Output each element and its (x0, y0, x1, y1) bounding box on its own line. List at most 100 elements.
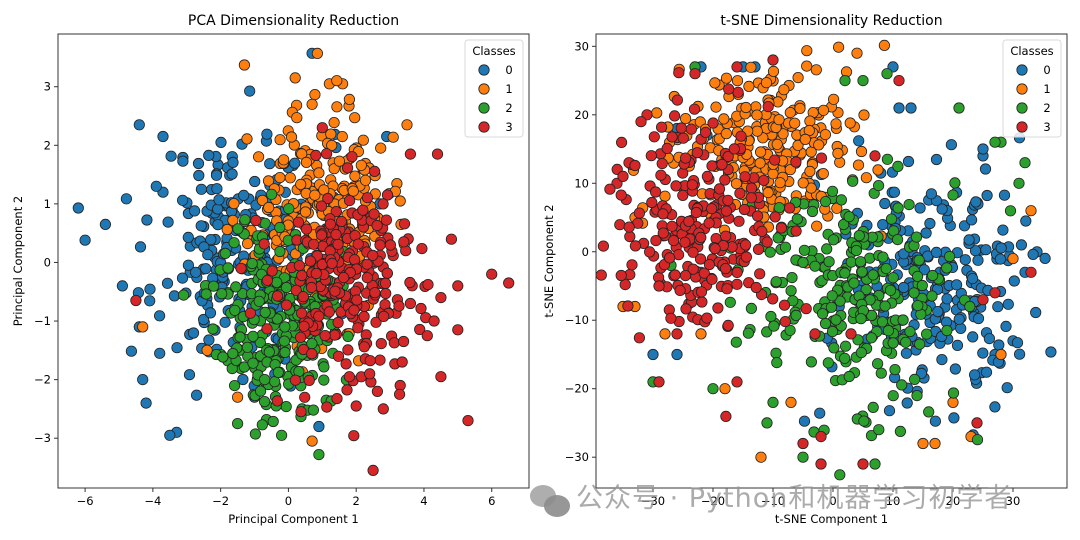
scatter-point-class-2 (953, 102, 965, 114)
legend-label-class-3: 3 (505, 120, 512, 134)
scatter-point-class-1 (872, 164, 884, 176)
scatter-point-class-3 (597, 240, 610, 252)
scatter-point-class-2 (891, 234, 904, 246)
scatter-point-class-3 (343, 195, 356, 207)
scatter-point-class-2 (887, 390, 899, 402)
scatter-point-class-2 (881, 153, 894, 165)
scatter-point-class-3 (315, 200, 328, 212)
scatter-point-class-3 (348, 254, 361, 266)
scatter-point-class-1 (263, 201, 275, 214)
scatter-point-class-3 (367, 464, 379, 476)
scatter-point-class-3 (130, 294, 142, 307)
scatter-point-class-3 (754, 268, 766, 280)
scatter-point-class-0 (877, 219, 889, 231)
scatter-point-class-3 (719, 262, 732, 275)
scatter-point-class-3 (329, 285, 341, 297)
x-tick-label: −20 (701, 494, 725, 508)
scatter-point-class-3 (733, 215, 745, 227)
scatter-point-class-3 (320, 148, 333, 160)
scatter-point-class-3 (670, 180, 682, 192)
scatter-point-class-1 (343, 93, 355, 106)
scatter-point-class-3 (1025, 266, 1037, 278)
scatter-point-class-0 (183, 369, 196, 381)
scatter-point-class-2 (892, 202, 904, 214)
legend-marker-class-3 (1016, 121, 1028, 133)
scatter-point-class-2 (876, 316, 889, 328)
scatter-point-class-1 (813, 139, 825, 151)
scatter-point-class-0 (997, 224, 1009, 236)
scatter-point-class-0 (981, 189, 993, 202)
scatter-point-class-3 (977, 294, 989, 306)
x-tick-label: 30 (1006, 494, 1021, 508)
scatter-point-class-2 (828, 342, 840, 354)
scatter-point-class-1 (745, 61, 757, 73)
scatter-point-class-3 (732, 86, 744, 98)
scatter-point-class-2 (856, 266, 868, 278)
scatter-point-class-3 (445, 233, 457, 245)
scatter-point-class-2 (797, 256, 809, 268)
scatter-point-class-1 (333, 155, 345, 167)
scatter-point-class-3 (330, 228, 342, 241)
scatter-point-class-0 (925, 188, 938, 200)
scatter-point-class-3 (396, 356, 408, 368)
scatter-point-class-3 (790, 225, 802, 237)
scatter-point-class-3 (486, 268, 498, 280)
scatter-point-class-3 (686, 179, 698, 191)
legend-marker-class-2 (478, 102, 490, 114)
scatter-point-class-2 (816, 308, 829, 320)
scatter-point-class-2 (258, 395, 271, 408)
scatter-point-class-3 (649, 186, 662, 198)
scatter-point-class-2 (764, 246, 776, 258)
scatter-point-class-3 (751, 210, 764, 222)
scatter-point-class-2 (947, 189, 959, 201)
scatter-point-class-3 (258, 238, 270, 250)
scatter-point-class-3 (368, 165, 381, 177)
legend-label-class-2: 2 (1043, 101, 1050, 115)
scatter-point-class-3 (615, 136, 628, 148)
y-tick-label: −2 (34, 373, 51, 387)
scatter-point-class-0 (963, 234, 975, 246)
scatter-point-class-3 (615, 189, 627, 201)
scatter-point-class-3 (698, 267, 710, 279)
scatter-point-class-3 (720, 410, 732, 422)
scatter-point-class-2 (853, 230, 865, 242)
scatter-point-class-3 (377, 198, 389, 210)
scatter-point-class-3 (304, 255, 316, 267)
scatter-point-class-3 (393, 388, 406, 400)
scatter-point-class-1 (827, 93, 840, 105)
scatter-point-class-2 (850, 244, 863, 257)
scatter-point-class-3 (797, 437, 809, 450)
scatter-point-class-1 (852, 159, 865, 171)
scatter-point-class-3 (428, 315, 440, 327)
scatter-point-class-1 (817, 104, 830, 116)
scatter-point-class-2 (1019, 157, 1031, 169)
scatter-point-class-3 (645, 150, 657, 162)
scatter-point-class-0 (968, 369, 981, 381)
y-tick-label: −1 (34, 314, 51, 328)
scatter-point-class-1 (832, 41, 845, 53)
scatter-point-class-3 (310, 149, 322, 161)
scatter-point-class-2 (178, 289, 190, 301)
scatter-point-class-2 (865, 332, 878, 344)
scatter-point-class-2 (742, 327, 755, 339)
scatter-point-class-3 (675, 122, 687, 134)
scatter-point-class-2 (805, 356, 818, 368)
scatter-point-class-3 (661, 142, 673, 154)
scatter-point-class-3 (671, 328, 683, 340)
scatter-point-class-2 (871, 358, 884, 370)
scatter-point-class-3 (297, 291, 309, 303)
scatter-point-class-3 (377, 403, 389, 415)
scatter-point-class-2 (227, 347, 239, 360)
scatter-point-class-1 (851, 47, 863, 59)
scatter-point-class-2 (208, 280, 220, 292)
scatter-point-class-2 (941, 262, 953, 274)
scatter-point-class-1 (774, 177, 786, 189)
scatter-point-class-1 (762, 187, 774, 199)
scatter-point-class-2 (772, 232, 784, 244)
scatter-point-class-0 (195, 183, 207, 195)
scatter-point-class-3 (351, 294, 363, 306)
scatter-point-class-2 (880, 262, 892, 275)
scatter-point-class-1 (679, 113, 692, 125)
scatter-point-class-3 (299, 391, 311, 403)
scatter-point-class-0 (936, 203, 948, 215)
